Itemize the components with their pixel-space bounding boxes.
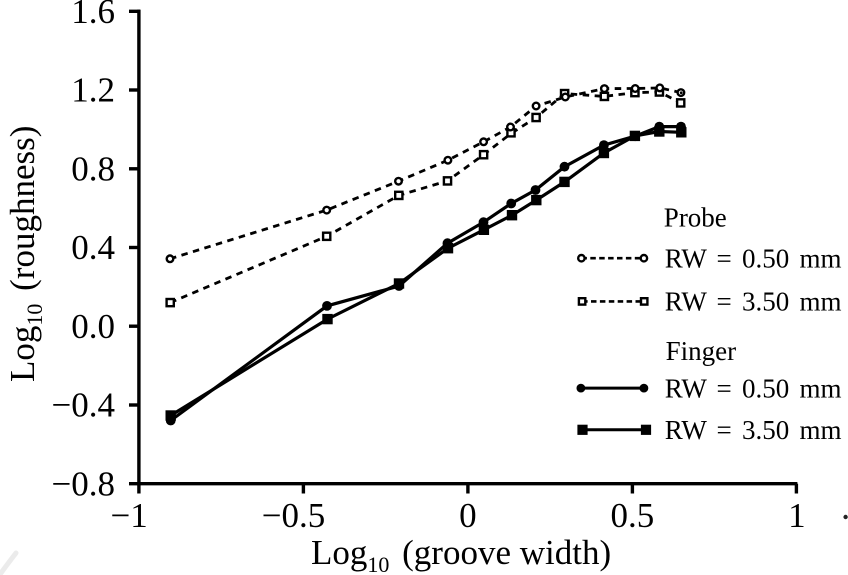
svg-text:0.8: 0.8 <box>71 150 115 189</box>
svg-text:Log10 (roughness): Log10 (roughness) <box>3 126 47 382</box>
svg-text:Probe: Probe <box>664 202 727 232</box>
svg-text:0.0: 0.0 <box>71 307 115 346</box>
svg-text:−0.4: −0.4 <box>52 386 116 425</box>
svg-text:0: 0 <box>459 496 477 535</box>
svg-text:−0.8: −0.8 <box>52 464 116 503</box>
svg-text:−1: −1 <box>110 496 147 535</box>
svg-text:RW = 0.50 mm: RW = 0.50 mm <box>665 244 842 274</box>
svg-text:Log10 (groove width): Log10 (groove width) <box>311 533 611 575</box>
svg-text:1.6: 1.6 <box>71 0 115 31</box>
svg-text:1.2: 1.2 <box>71 71 115 110</box>
svg-text:RW = 0.50 mm: RW = 0.50 mm <box>665 373 842 403</box>
svg-text:RW = 3.50 mm: RW = 3.50 mm <box>665 415 842 445</box>
svg-text:0.5: 0.5 <box>611 496 655 535</box>
svg-text:1: 1 <box>788 496 806 535</box>
svg-text:−0.5: −0.5 <box>262 496 326 535</box>
svg-text:Finger: Finger <box>666 336 737 366</box>
svg-text:0.4: 0.4 <box>71 228 115 267</box>
svg-text:RW = 3.50 mm: RW = 3.50 mm <box>665 287 842 317</box>
